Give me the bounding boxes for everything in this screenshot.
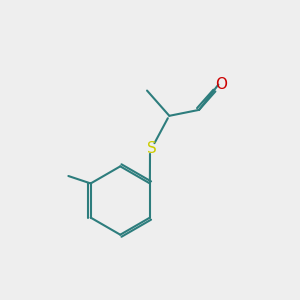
Text: S: S — [147, 141, 156, 156]
Text: O: O — [215, 77, 227, 92]
